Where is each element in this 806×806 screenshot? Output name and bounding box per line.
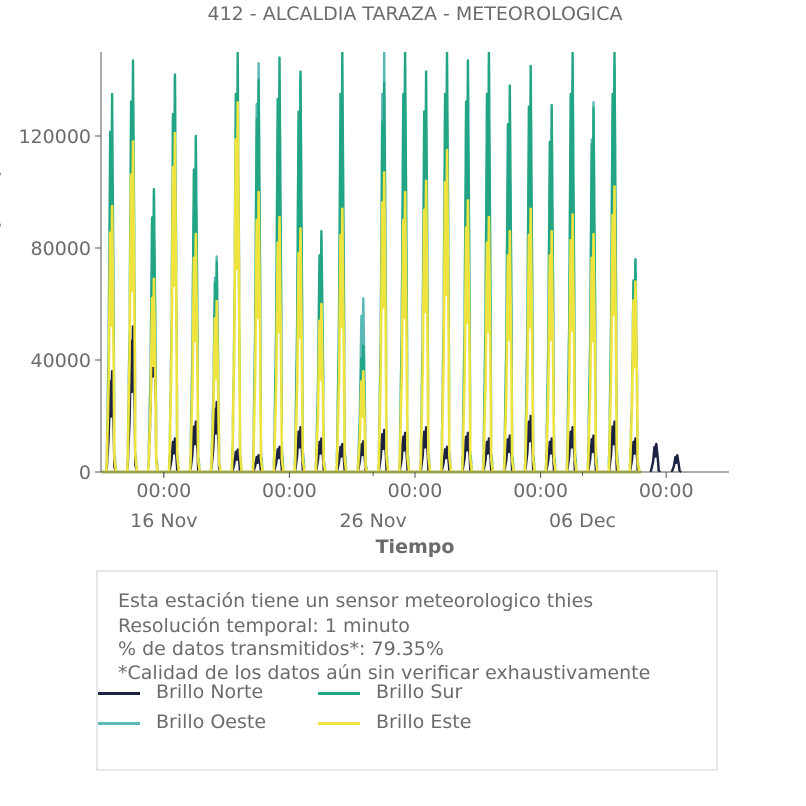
legend-label-este: Brillo Este <box>376 711 472 733</box>
series-line-norte <box>101 297 682 474</box>
info-line-data-percent: % de datos transmitidos*: 79.35% <box>118 638 444 660</box>
legend-label-sur: Brillo Sur <box>376 681 463 703</box>
legend-label-oeste: Brillo Oeste <box>156 711 267 733</box>
series-line-este <box>101 101 642 474</box>
y-tick-label: 80000 <box>31 238 91 260</box>
info-line-sensor: Esta estación tiene un sensor meteorolog… <box>118 590 594 612</box>
x-date-label: 06 Dec <box>549 510 616 532</box>
station-info-box: Esta estación tiene un sensor meteorolog… <box>96 570 718 771</box>
x-date-label: 16 Nov <box>130 510 197 532</box>
x-axis-label: Tiempo <box>376 536 455 558</box>
legend-item-sur: Brillo Sur <box>318 681 518 706</box>
x-tick-label: 00:00 <box>513 480 568 502</box>
series-line-oeste <box>101 52 642 474</box>
x-tick-label: 00:00 <box>136 480 191 502</box>
y-axis-label: Brillo Solar (klux) <box>0 168 3 355</box>
info-line-quality-note: *Calidad de los datos aún sin verificar … <box>118 662 651 684</box>
legend-item-oeste: Brillo Oeste <box>98 711 298 736</box>
legend-swatch-oeste <box>98 722 140 725</box>
legend-item-este: Brillo Este <box>318 711 518 736</box>
y-tick-label: 120000 <box>18 126 91 148</box>
x-tick-label: 00:00 <box>388 480 443 502</box>
legend-label-norte: Brillo Norte <box>156 681 264 703</box>
legend-swatch-norte <box>98 692 140 695</box>
x-date-label: 26 Nov <box>339 510 406 532</box>
legend-swatch-este <box>318 722 360 725</box>
legend-item-norte: Brillo Norte <box>98 681 298 706</box>
y-tick-label: 40000 <box>31 350 91 372</box>
solar-brightness-chart: 0 40000 80000 120000 00:00 00:00 00:00 00:00 00:… <box>0 52 729 558</box>
y-tick-label: 0 <box>79 462 91 484</box>
legend-swatch-sur <box>318 692 360 695</box>
info-line-resolution: Resolución temporal: 1 minuto <box>118 615 410 637</box>
chart-title: 412 - ALCALDIA TARAZA - METEOROLOGICA <box>207 3 623 25</box>
x-tick-label: 00:00 <box>639 480 694 502</box>
x-tick-label: 00:00 <box>262 480 317 502</box>
series-line-sur <box>101 52 642 474</box>
